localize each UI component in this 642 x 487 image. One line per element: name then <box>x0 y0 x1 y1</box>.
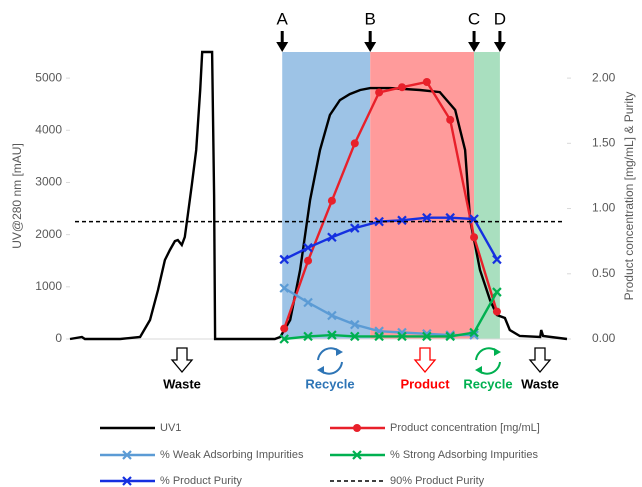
y-tick-label: 5000 <box>35 70 62 84</box>
down-arrow-icon <box>413 347 437 374</box>
marker <box>492 254 502 265</box>
marker <box>470 233 479 242</box>
y2-tick-label: 0.50 <box>592 266 616 280</box>
marker <box>350 319 360 330</box>
marker <box>327 196 336 205</box>
annotation: Recycle <box>305 376 354 391</box>
y2-tick-label: 1.50 <box>592 135 616 149</box>
marker <box>279 334 289 344</box>
series-line <box>283 80 499 329</box>
marker <box>350 139 359 148</box>
marker <box>446 115 455 124</box>
legend-marker <box>122 476 132 486</box>
marker <box>327 330 337 340</box>
marker <box>492 287 502 297</box>
marker <box>279 254 289 265</box>
legend-label: % Strong Adsorbing Impurities <box>390 449 538 461</box>
recycle-icon-head <box>317 348 343 374</box>
annotation: Product <box>400 376 450 391</box>
marker <box>350 223 360 233</box>
marker <box>303 242 313 253</box>
marker <box>303 297 313 308</box>
boundary-arrow-head <box>493 42 506 52</box>
marker <box>350 331 360 342</box>
boundary-label: D <box>494 9 506 28</box>
marker <box>492 307 501 316</box>
legend-item: % Strong Adsorbing Impurities <box>330 449 538 461</box>
recycle-icon-head <box>475 348 501 374</box>
marker <box>303 331 313 342</box>
legend-label: 90% Product Purity <box>390 475 485 487</box>
region <box>370 52 475 339</box>
down-arrow-icon <box>170 347 194 374</box>
marker <box>375 88 384 97</box>
y2-axis-label: Product concentration [mg/mL] & Purity <box>622 92 636 301</box>
y-tick-label: 1000 <box>35 279 62 293</box>
marker <box>397 83 406 92</box>
y-axis-label: UV@280 nm [mAU] <box>10 143 24 249</box>
marker <box>422 331 432 342</box>
series-line <box>284 291 498 341</box>
legend-item: % Product Purity <box>100 475 242 487</box>
marker <box>469 327 479 338</box>
legend-marker <box>352 450 362 460</box>
y-tick-label: 0 <box>55 331 62 345</box>
y-tick-label: 4000 <box>35 122 62 136</box>
down-arrow-icon <box>528 347 552 374</box>
legend-label: % Product Purity <box>160 475 242 487</box>
marker <box>304 256 313 265</box>
marker <box>374 331 384 342</box>
legend-label: UV1 <box>160 422 181 434</box>
marker <box>280 324 289 333</box>
y-tick-label: 2000 <box>35 227 62 241</box>
legend-item: % Weak Adsorbing Impurities <box>100 449 304 461</box>
boundary-arrow-head <box>364 42 377 52</box>
boundary-label: C <box>468 9 480 28</box>
annotation: Recycle <box>463 376 512 391</box>
marker <box>422 78 431 87</box>
marker <box>327 232 337 243</box>
marker <box>445 331 455 342</box>
marker <box>397 215 407 226</box>
legend-label: Product concentration [mg/mL] <box>390 422 540 434</box>
marker <box>327 310 337 321</box>
annotation: Waste <box>163 376 201 391</box>
marker <box>422 212 432 223</box>
y2-tick-label: 2.00 <box>592 70 616 84</box>
marker <box>445 212 455 223</box>
marker <box>397 331 407 342</box>
boundary-label: A <box>277 9 289 28</box>
legend-item: Product concentration [mg/mL] <box>330 422 540 434</box>
y2-tick-label: 0.00 <box>592 331 616 345</box>
legend-item: UV1 <box>100 422 181 434</box>
annotation: Waste <box>521 376 559 391</box>
boundary-arrow-head <box>468 42 481 52</box>
legend-label: % Weak Adsorbing Impurities <box>160 449 304 461</box>
y-tick-label: 3000 <box>35 175 62 189</box>
boundary-arrow-head <box>276 42 289 52</box>
y2-tick-label: 1.00 <box>592 201 616 215</box>
legend-marker <box>353 424 361 432</box>
marker <box>279 283 289 293</box>
legend-item: 90% Product Purity <box>330 475 485 487</box>
boundary-label: B <box>365 9 376 28</box>
legend-marker <box>122 450 132 460</box>
series-line <box>69 50 568 341</box>
